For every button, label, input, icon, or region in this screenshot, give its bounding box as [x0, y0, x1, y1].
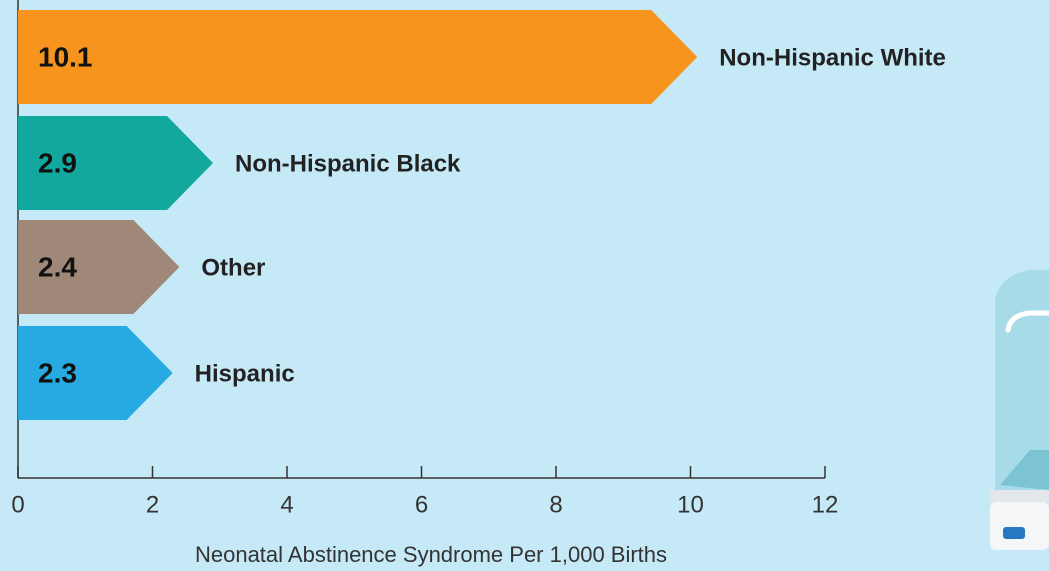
bar	[18, 10, 697, 104]
incubator-illustration	[990, 270, 1049, 550]
category-label: Other	[201, 254, 265, 281]
x-axis-title: Neonatal Abstinence Syndrome Per 1,000 B…	[195, 542, 667, 567]
value-label: 2.9	[38, 147, 77, 178]
category-label: Non-Hispanic White	[719, 44, 946, 71]
x-tick-label: 4	[280, 491, 293, 518]
category-label: Hispanic	[195, 360, 295, 387]
x-tick-label: 8	[549, 491, 562, 518]
x-tick-label: 0	[11, 491, 24, 518]
chart: Neonatal Abstinence Syndrome Per 1,000 B…	[0, 0, 1049, 571]
value-label: 10.1	[38, 41, 93, 72]
value-label: 2.3	[38, 357, 77, 388]
x-tick-label: 6	[415, 491, 428, 518]
category-label: Non-Hispanic Black	[235, 150, 461, 177]
x-tick-label: 10	[677, 491, 704, 518]
x-tick-label: 12	[812, 491, 839, 518]
x-tick-label: 2	[146, 491, 159, 518]
value-label: 2.4	[38, 251, 77, 282]
